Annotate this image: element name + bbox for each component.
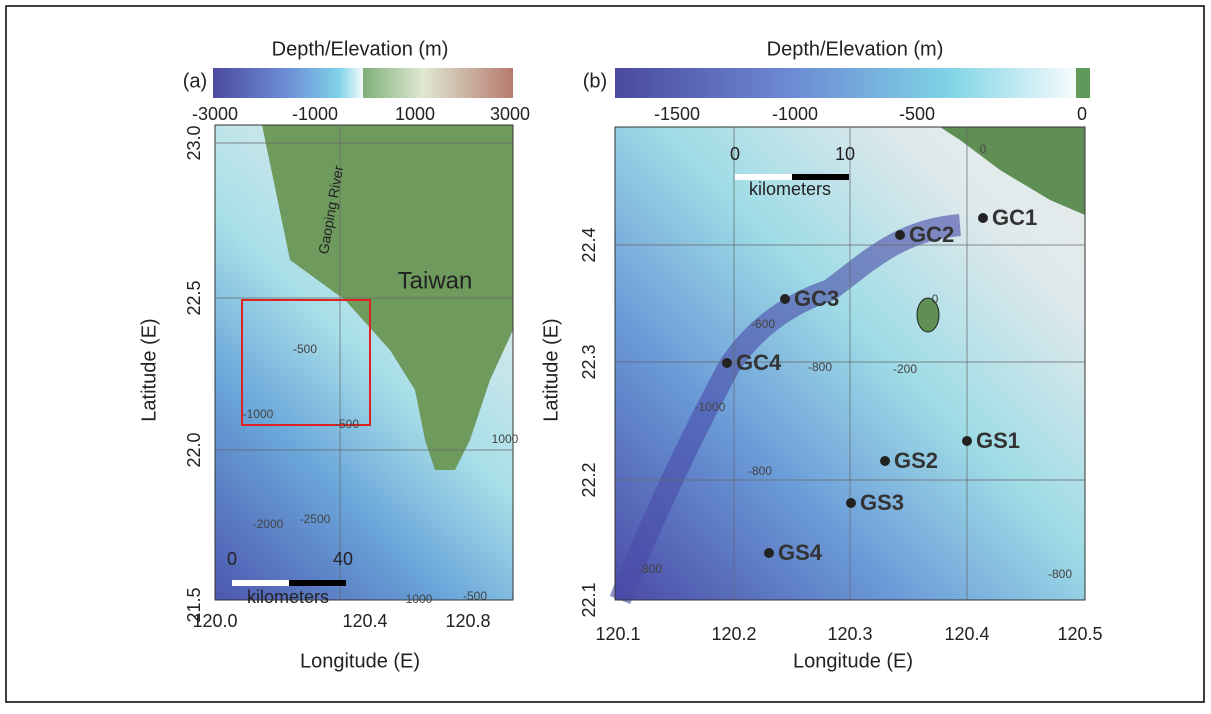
colorbar-tick-label: 3000 <box>490 104 530 124</box>
contour-label: -1000 <box>243 407 274 421</box>
contour-label: -2500 <box>300 512 331 526</box>
y-axis-label: Latitude (E) <box>138 318 160 421</box>
y-tick-label: 23.0 <box>184 125 204 160</box>
station-marker <box>895 230 905 240</box>
contour-label: -800 <box>748 464 772 478</box>
x-tick-label: 120.4 <box>944 624 989 644</box>
station-marker <box>780 294 790 304</box>
station-label: GC1 <box>992 205 1037 230</box>
x-tick-label: 120.4 <box>342 611 387 631</box>
x-tick-label: 120.8 <box>445 611 490 631</box>
y-tick-label: 22.5 <box>184 280 204 315</box>
contour-label: -1000 <box>402 592 433 606</box>
station-marker <box>880 456 890 466</box>
colorbar-tick-label: -3000 <box>192 104 238 124</box>
station-label: GC3 <box>794 286 839 311</box>
x-axis-label: Longitude (E) <box>793 650 913 672</box>
y-tick-label: 22.3 <box>579 344 599 379</box>
y-axis-label: Latitude (E) <box>540 318 562 421</box>
colorbar-title: Depth/Elevation (m) <box>767 38 944 60</box>
station-label: GS1 <box>976 428 1020 453</box>
colorbar <box>213 68 513 98</box>
station-marker <box>846 498 856 508</box>
station-marker <box>722 358 732 368</box>
contour-label: 1000 <box>492 432 519 446</box>
y-tick-label: 22.2 <box>579 462 599 497</box>
station-label: GS4 <box>778 540 823 565</box>
colorbar-tick-label: -1500 <box>654 104 700 124</box>
colorbar-tick-label: 1000 <box>395 104 435 124</box>
x-tick-label: 120.2 <box>711 624 756 644</box>
y-tick-label: 22.4 <box>579 227 599 262</box>
x-tick-label: 120.3 <box>827 624 872 644</box>
colorbar <box>615 68 1090 98</box>
station-marker <box>978 213 988 223</box>
scale-bar-unit: kilometers <box>749 179 831 199</box>
station-label: GS2 <box>894 448 938 473</box>
contour-label: -500 <box>335 417 359 431</box>
contour-label: 0 <box>980 142 987 156</box>
contour-label: -800 <box>808 360 832 374</box>
x-axis-label: Longitude (E) <box>300 650 420 672</box>
contour-label: -2000 <box>253 517 284 531</box>
contour-label: -800 <box>1048 567 1072 581</box>
x-tick-label: 120.5 <box>1057 624 1102 644</box>
scale-bar <box>289 580 346 586</box>
colorbar-tick-label: -1000 <box>772 104 818 124</box>
contour-label: -800 <box>638 562 662 576</box>
contour-label: -200 <box>893 362 917 376</box>
contour-label: 0 <box>932 292 939 306</box>
contour-label: -600 <box>751 317 775 331</box>
station-label: GS3 <box>860 490 904 515</box>
colorbar-title: Depth/Elevation (m) <box>272 38 449 60</box>
colorbar-tick-label: -1000 <box>292 104 338 124</box>
panel-label: (b) <box>583 70 607 92</box>
scale-bar-label: 0 <box>730 144 740 164</box>
panel-label: (a) <box>183 70 207 92</box>
place-label: Taiwan <box>398 267 473 294</box>
station-label: GC4 <box>736 350 782 375</box>
y-tick-label: 22.0 <box>184 432 204 467</box>
colorbar-tick-label: -500 <box>899 104 935 124</box>
contour-label: -1000 <box>695 400 726 414</box>
station-marker <box>962 436 972 446</box>
station-label: GC2 <box>909 222 954 247</box>
x-tick-label: 120.1 <box>595 624 640 644</box>
contour-label: -500 <box>293 342 317 356</box>
y-tick-label: 22.1 <box>579 582 599 617</box>
scale-bar <box>232 580 289 586</box>
figure: Depth/Elevation (m)(a)-3000-100010003000… <box>0 0 1211 709</box>
colorbar-tick-label: 0 <box>1077 104 1087 124</box>
station-marker <box>764 548 774 558</box>
scale-bar-label: 40 <box>333 549 353 569</box>
scale-bar-label: 10 <box>835 144 855 164</box>
contour-label: -500 <box>463 589 487 603</box>
scale-bar-label: 0 <box>227 549 237 569</box>
x-tick-label: 120.0 <box>192 611 237 631</box>
scale-bar-unit: kilometers <box>247 587 329 607</box>
